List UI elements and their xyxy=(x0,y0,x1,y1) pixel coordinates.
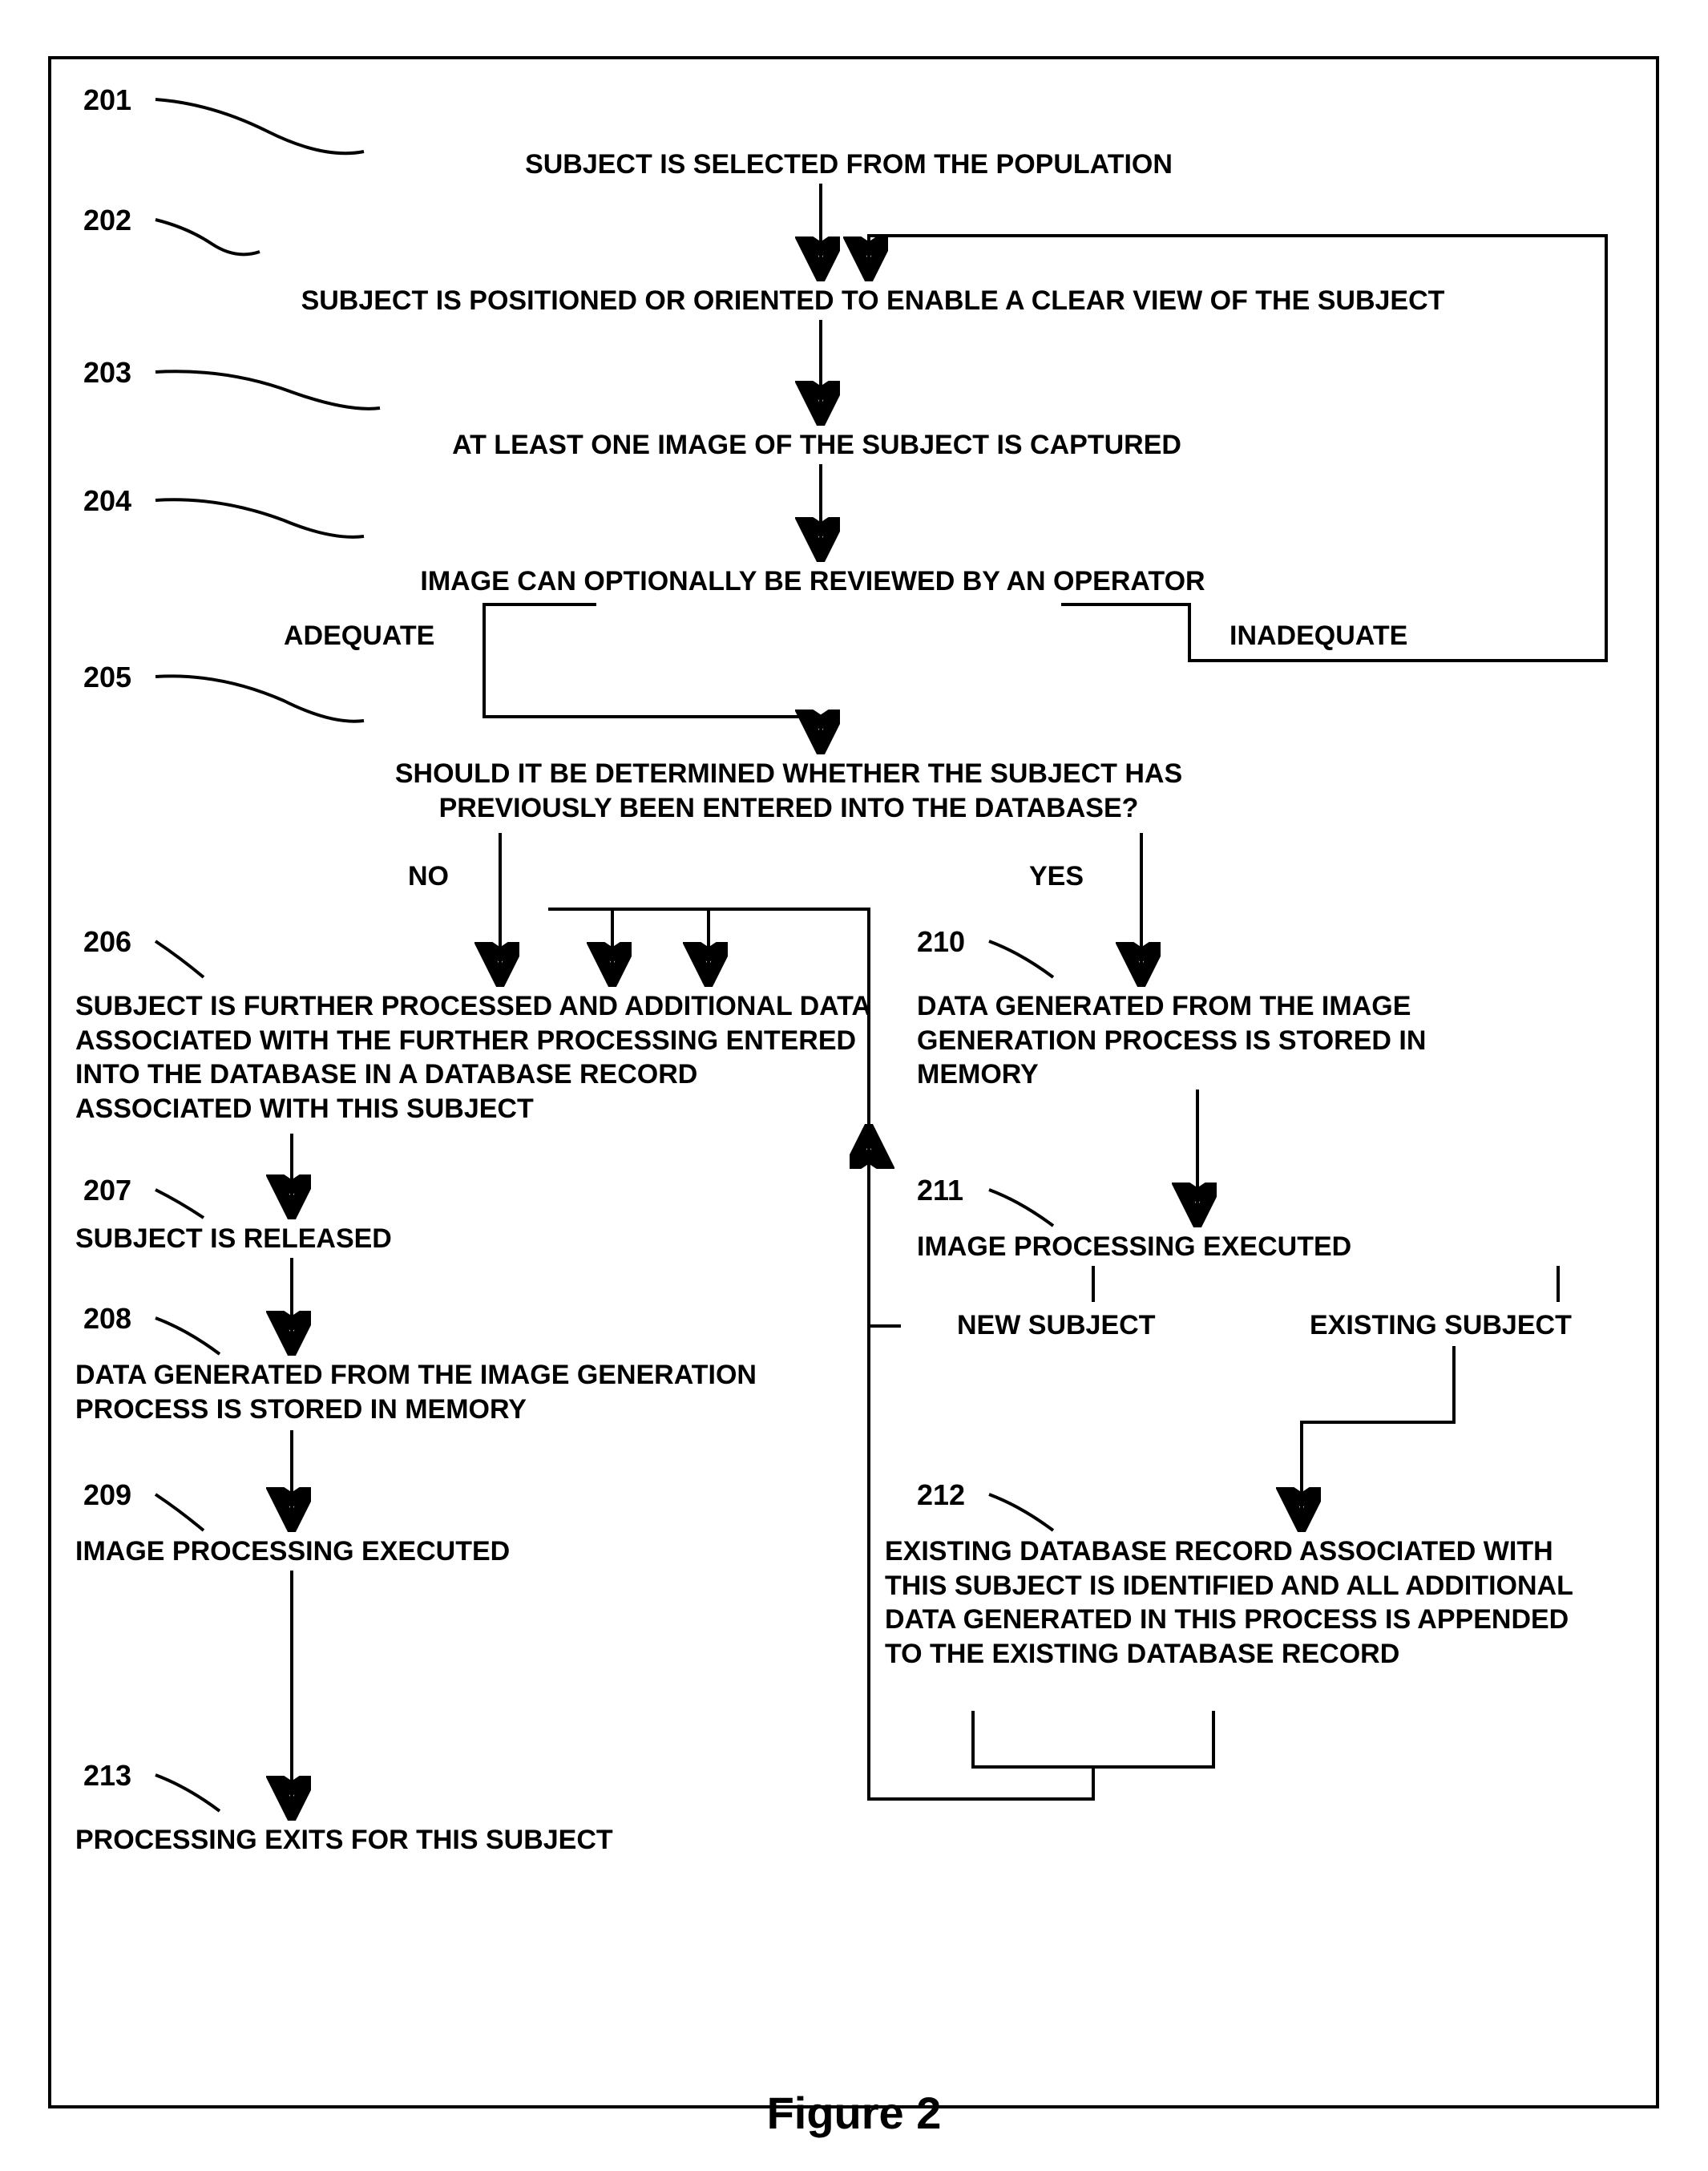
ref-208: 208 xyxy=(83,1302,131,1336)
ref-210: 210 xyxy=(917,925,965,959)
ref-201: 201 xyxy=(83,83,131,117)
label-existing-subject: EXISTING SUBJECT xyxy=(1310,1310,1572,1341)
ref-212: 212 xyxy=(917,1478,965,1512)
node-212: EXISTING DATABASE RECORD ASSOCIATED WITH… xyxy=(885,1534,1582,1671)
node-202: SUBJECT IS POSITIONED OR ORIENTED TO ENA… xyxy=(212,284,1534,318)
node-207: SUBJECT IS RELEASED xyxy=(75,1222,556,1256)
label-new-subject: NEW SUBJECT xyxy=(957,1310,1155,1341)
ref-203: 203 xyxy=(83,356,131,390)
label-inadequate: INADEQUATE xyxy=(1230,621,1407,652)
node-210: DATA GENERATED FROM THE IMAGE GENERATION… xyxy=(917,989,1542,1092)
ref-204: 204 xyxy=(83,484,131,518)
ref-205: 205 xyxy=(83,661,131,694)
node-205: SHOULD IT BE DETERMINED WHETHER THE SUBJ… xyxy=(348,757,1230,825)
node-206: SUBJECT IS FURTHER PROCESSED AND ADDITIO… xyxy=(75,989,877,1126)
node-213: PROCESSING EXITS FOR THIS SUBJECT xyxy=(75,1823,717,1858)
ref-213: 213 xyxy=(83,1759,131,1793)
ref-206: 206 xyxy=(83,925,131,959)
label-adequate: ADEQUATE xyxy=(284,621,434,652)
ref-209: 209 xyxy=(83,1478,131,1512)
ref-202: 202 xyxy=(83,204,131,237)
node-208: DATA GENERATED FROM THE IMAGE GENERATION… xyxy=(75,1358,837,1426)
ref-211: 211 xyxy=(917,1174,963,1207)
label-yes: YES xyxy=(1029,861,1084,892)
node-204: IMAGE CAN OPTIONALLY BE REVIEWED BY AN O… xyxy=(348,564,1278,599)
flowchart-border: 201 202 203 204 205 206 207 208 209 210 … xyxy=(48,56,1659,2108)
figure-title: Figure 2 xyxy=(0,2087,1708,2139)
ref-207: 207 xyxy=(83,1174,131,1207)
node-203: AT LEAST ONE IMAGE OF THE SUBJECT IS CAP… xyxy=(396,428,1238,463)
node-211: IMAGE PROCESSING EXECUTED xyxy=(917,1230,1478,1264)
label-no: NO xyxy=(408,861,449,892)
node-209: IMAGE PROCESSING EXECUTED xyxy=(75,1534,636,1569)
node-201: SUBJECT IS SELECTED FROM THE POPULATION xyxy=(436,148,1262,182)
